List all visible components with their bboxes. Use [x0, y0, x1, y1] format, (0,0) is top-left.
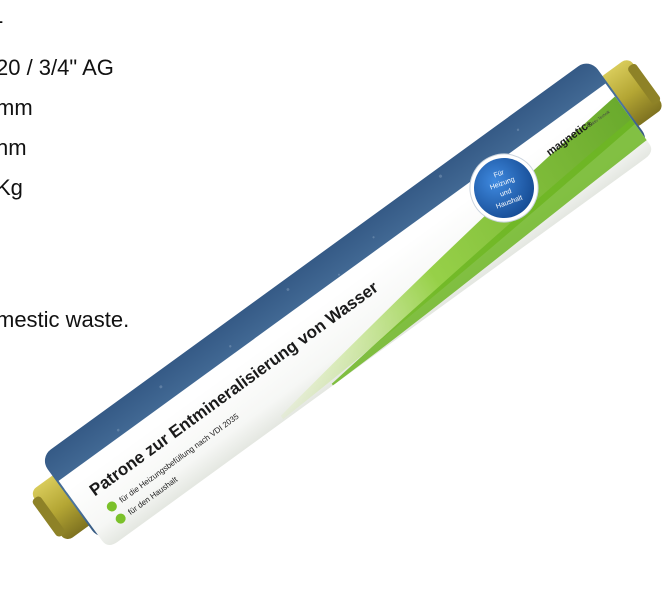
spec-line-2: 20 / 3/4" AG — [0, 55, 114, 80]
spec-line-6: mestic waste. — [0, 307, 130, 332]
svg-text:Für: Für — [493, 169, 506, 179]
bullet-icon-1 — [106, 501, 117, 512]
spec-line-1: - — [0, 8, 3, 34]
bullet-icon-2 — [115, 513, 126, 524]
spec-line-5: Kg — [0, 175, 23, 200]
cartridge-title: Patrone zur Entmineralisierung von Wasse… — [86, 278, 382, 500]
spec-line-3: mm — [0, 95, 33, 120]
right-cap — [600, 60, 662, 127]
spec-line-4: nm — [0, 135, 27, 160]
left-cap — [32, 474, 93, 540]
heating-household-badge: Für Heizung und Haushalt — [469, 153, 539, 223]
svg-text:und: und — [499, 188, 512, 199]
